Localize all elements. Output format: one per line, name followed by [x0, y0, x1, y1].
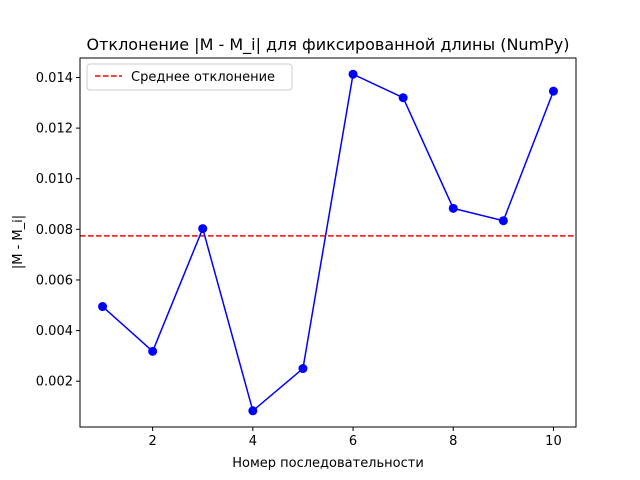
- x-axis-title: Номер последовательности: [232, 456, 424, 471]
- x-axis: 2 4 6 8 10: [149, 427, 562, 449]
- data-point-4: [248, 406, 258, 416]
- x-tick-label: 4: [249, 434, 257, 449]
- axes-frame: [79, 57, 577, 428]
- y-tick-label: 0.002: [36, 375, 73, 390]
- y-tick-label: 0.010: [36, 172, 73, 187]
- x-tick-label: 6: [349, 434, 357, 449]
- data-point-6: [348, 69, 358, 79]
- legend-label-mean: Среднее отклонение: [131, 70, 275, 85]
- x-tick-label: 2: [149, 434, 157, 449]
- data-point-3: [198, 224, 208, 234]
- data-point-9: [498, 216, 508, 226]
- data-point-1: [98, 302, 108, 312]
- y-axis: 0.002 0.004 0.006 0.008 0.010 0.012 0.014: [36, 71, 80, 390]
- y-tick-label: 0.006: [36, 273, 73, 288]
- data-point-2: [148, 346, 158, 356]
- x-tick-label: 8: [449, 434, 457, 449]
- data-point-10: [548, 86, 558, 96]
- data-point-5: [298, 364, 308, 374]
- chart-title: Отклонение |M - M_i| для фиксированной д…: [86, 35, 569, 55]
- data-point-8: [448, 203, 458, 213]
- y-tick-label: 0.008: [36, 223, 73, 238]
- data-point-7: [398, 93, 408, 103]
- plot-area: [80, 69, 576, 416]
- series-line: [102, 73, 555, 413]
- legend-box: [86, 63, 293, 91]
- x-tick-label: 10: [545, 434, 562, 449]
- legend: Среднее отклонение: [86, 63, 293, 91]
- y-tick-label: 0.004: [36, 324, 73, 339]
- y-tick-label: 0.012: [36, 122, 73, 137]
- y-axis-title: |M - M_i|: [11, 215, 26, 269]
- y-tick-label: 0.014: [36, 71, 73, 86]
